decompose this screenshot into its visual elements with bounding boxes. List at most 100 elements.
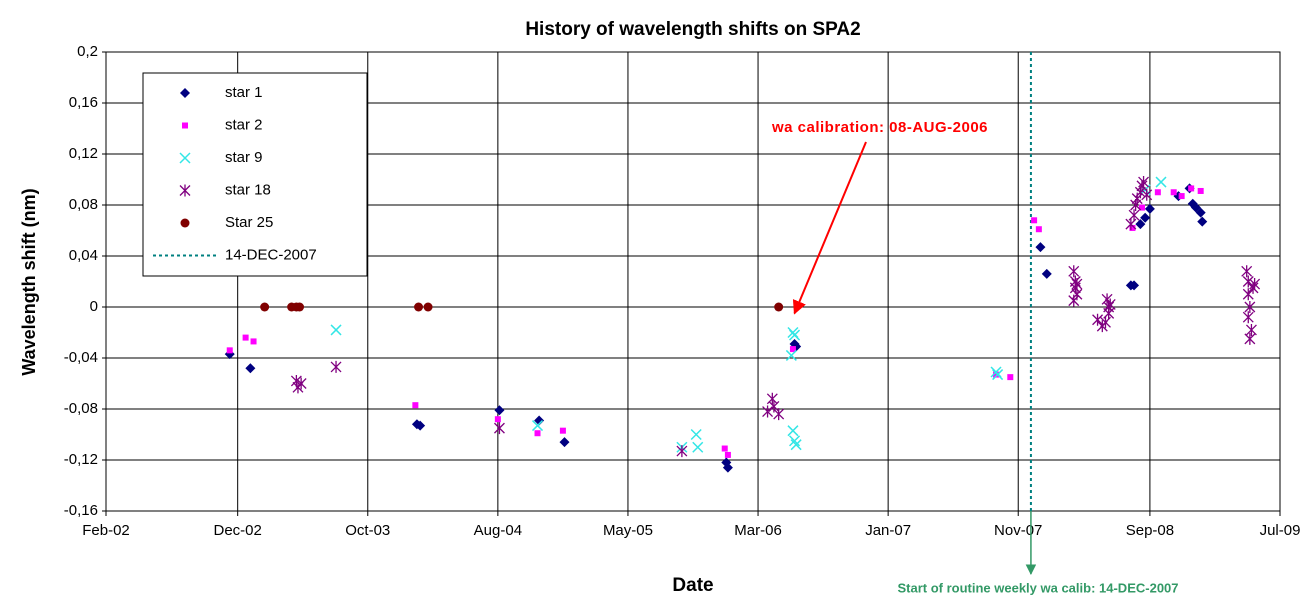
annotation-arrow (792, 141, 867, 315)
x-tick-label: Dec-02 (213, 522, 261, 539)
legend-label: Star 25 (225, 214, 273, 231)
x-tick-label: Jul-09 (1260, 522, 1301, 539)
legend-label: 14-DEC-2007 (225, 246, 317, 263)
point (1188, 185, 1195, 192)
point (1242, 288, 1254, 301)
point (766, 392, 778, 405)
point (1242, 275, 1254, 288)
point (1129, 224, 1136, 231)
point (1195, 207, 1206, 218)
point (1197, 187, 1204, 194)
point (250, 338, 257, 345)
point (1041, 268, 1052, 279)
point (724, 451, 731, 458)
point (1178, 193, 1185, 200)
point (1104, 298, 1116, 311)
x-tick-label: Feb-02 (82, 522, 130, 539)
point (993, 371, 1000, 378)
point (787, 425, 799, 437)
y-tick-label: 0,12 (69, 145, 98, 162)
point (1247, 281, 1259, 294)
point (1154, 189, 1161, 196)
point (1092, 313, 1104, 326)
x-tick-label: Aug-04 (474, 522, 522, 539)
legend-label: star 9 (225, 149, 263, 166)
point (676, 445, 688, 458)
y-tick-label: 0 (90, 298, 98, 315)
point (330, 324, 342, 336)
x-tick-label: May-05 (603, 522, 653, 539)
point (774, 302, 784, 312)
point (789, 435, 801, 447)
point (1068, 265, 1080, 278)
x-axis-label: Date (672, 575, 713, 596)
x-tick-label: Jan-07 (865, 522, 911, 539)
point (1031, 217, 1038, 224)
point (493, 422, 505, 435)
point (330, 360, 342, 373)
point (1129, 280, 1140, 291)
point (242, 334, 249, 341)
point (1007, 374, 1014, 381)
point (1242, 311, 1254, 324)
x-tick-label: Mar-06 (734, 522, 782, 539)
point (1128, 209, 1140, 222)
point (790, 439, 802, 451)
point (1249, 278, 1261, 291)
y-tick-label: 0,16 (69, 94, 98, 111)
point (1170, 189, 1177, 196)
y-tick-label: 0,04 (69, 247, 98, 264)
legend-marker (180, 218, 190, 228)
legend: star 1 star 2 star 9 star 18 Star 25 14-DEC-2… (142, 72, 368, 277)
point (692, 441, 704, 453)
point (1140, 212, 1151, 223)
annotation: wa calibration: 08-AUG-2006 (771, 119, 988, 136)
point (494, 405, 505, 416)
legend-box (142, 72, 368, 277)
point (295, 377, 307, 390)
point (1138, 204, 1145, 211)
point (762, 405, 774, 418)
point (226, 347, 233, 354)
legend-label: star 1 (225, 84, 263, 101)
point (789, 329, 801, 341)
legend-marker (179, 184, 191, 197)
y-tick-label: -0,12 (64, 451, 98, 468)
legend-label: star 2 (225, 116, 263, 133)
chart-title: History of wavelength shifts on SPA2 (525, 19, 860, 40)
point (559, 437, 570, 448)
x-tick-label: Oct-03 (345, 522, 390, 539)
point (1244, 332, 1256, 345)
point (494, 416, 501, 423)
point (1138, 176, 1150, 189)
annotation: Start of routine weekly wa calib: 14-DEC… (897, 580, 1178, 595)
point (722, 462, 733, 473)
point (415, 420, 426, 431)
point (773, 408, 785, 421)
y-tick-label: 0,08 (69, 196, 98, 213)
point (423, 302, 433, 312)
point (1197, 216, 1208, 227)
point (1241, 265, 1253, 278)
point (1035, 242, 1046, 253)
point (690, 428, 702, 441)
y-axis-label: Wavelength shift (nm) (19, 188, 39, 375)
point (559, 427, 566, 434)
point (789, 346, 796, 353)
y-tick-label: 0,2 (77, 43, 98, 60)
legend-marker (179, 152, 191, 164)
legend-label: star 18 (225, 181, 271, 198)
point (534, 415, 545, 426)
point (1135, 219, 1146, 230)
y-tick-label: -0,04 (64, 349, 98, 366)
point (768, 400, 780, 413)
point (785, 349, 797, 361)
point (1144, 203, 1155, 214)
x-tick-label: Sep-08 (1126, 522, 1174, 539)
point (1035, 226, 1042, 233)
point (1141, 188, 1153, 201)
point (531, 420, 544, 432)
legend-marker (180, 88, 190, 98)
point (412, 402, 419, 409)
